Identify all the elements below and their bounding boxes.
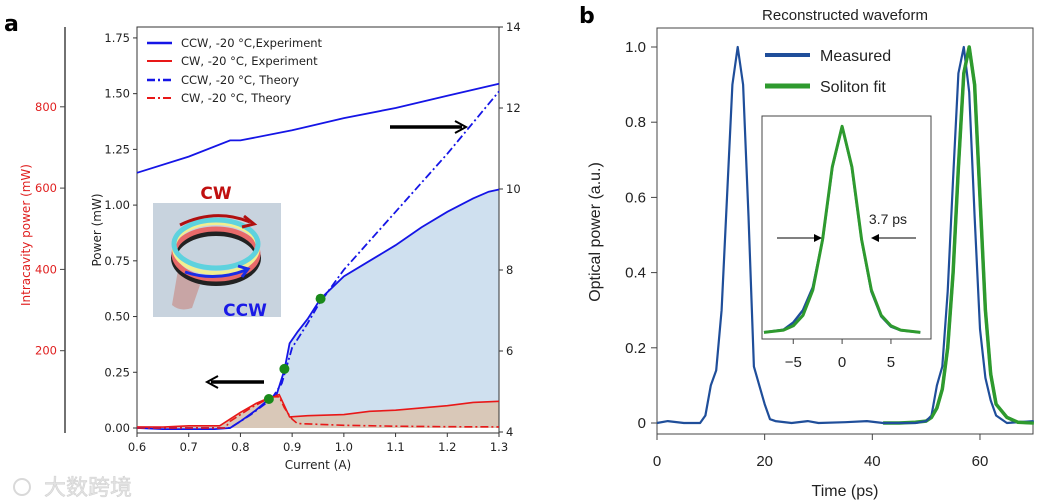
y-tick-label: 0 [638,415,646,432]
ccw-label: CCW [223,301,267,321]
plot-frame-b [656,27,1034,435]
y-tick-label: 1.00 [104,198,130,212]
series-line-soliton-fit-top [930,45,1034,425]
series-line-measured [656,45,1034,425]
legend-item: CCW, -20 °C, Theory [181,73,299,87]
y-tick-label: 0.2 [625,340,646,357]
y-tick-label: 1.50 [104,87,130,101]
x-axis-label-a: Current (A) [285,458,351,472]
x-tick-label: 0 [653,453,661,470]
x-tick-label: 60 [972,453,989,470]
y-tick-label: 1.75 [104,31,130,45]
intracavity-tick-label: 600 [35,181,57,195]
x-tick-label: 1.2 [438,440,456,454]
transition-marker [279,363,290,374]
fwhm-arrow-left-icon [871,234,916,242]
legend-b: Measured Soliton fit [765,48,891,96]
legend-item: CCW, -20 °C,Experiment [181,36,323,50]
cw-area-fill [137,394,499,428]
fwhm-arrow-right-icon [777,234,822,242]
y2-tick-label: 10 [506,182,521,196]
legend-item: Measured [820,48,891,65]
y-tick-label: 0.6 [625,189,646,206]
plot-frame-a [136,26,500,434]
x-tick-label: 40 [864,453,881,470]
y-tick-label: 0.75 [104,254,130,268]
watermark-logo: 大数跨境 [13,476,132,501]
y2-tick-label: 4 [506,425,513,439]
x-tick-label: 0.6 [128,440,146,454]
inset-frame [761,115,932,340]
y-tick-label: 1.0 [625,39,646,56]
intracavity-axis-label: Intracavity power (mW) [19,164,33,306]
intracavity-tick-label: 800 [35,100,57,114]
ccw-area-fill [137,189,499,428]
x-tick-label: 1.0 [335,440,353,454]
panel-label-a: a [4,12,19,37]
chart-title-b: Reconstructed waveform [762,7,928,24]
y-tick-label: 0.25 [104,365,130,379]
panel-a-chart: 0.6 0.7 0.8 0.9 1.0 1.1 1.2 1.3 0.00 0.25 0.50 0.75… [19,20,521,472]
y2-tick-label: 6 [506,344,513,358]
panel-label-b: b [579,4,595,29]
x-tick-label: 0.8 [231,440,249,454]
y2-tick-label: 14 [506,20,521,34]
y2-tick-label: 8 [506,263,513,277]
y-tick-label: 1.25 [104,142,130,156]
y-tick-label: 0.50 [104,310,130,324]
legend-a: CCW, -20 °C,Experiment CW, -20 °C, Exper… [147,36,323,105]
intracavity-tick-label: 200 [35,344,57,358]
intracavity-tick-label: 400 [35,262,57,276]
transition-marker [263,394,274,405]
arrow-right-icon [390,120,469,134]
fwhm-annotation: 3.7 ps [869,211,907,227]
transition-marker [315,293,326,304]
legend-item: Soliton fit [820,79,886,96]
inset-x-tick-label: 0 [838,354,846,371]
x-tick-label: 1.1 [386,440,404,454]
y-axis-label-b: Optical power (a.u.) [587,162,604,302]
watermark-text: 大数跨境 [44,476,132,501]
x-tick-label: 0.9 [283,440,301,454]
inset-chart: −5 0 5 3.7 ps [761,115,932,371]
legend-item: CW, -20 °C, Theory [181,91,291,105]
panel-b-chart: Reconstructed waveform 0 20 40 60 0 0.2 0.4 0.6… [587,7,1034,500]
x-tick-label: 20 [756,453,773,470]
y-tick-label: 0.00 [104,421,130,435]
series-line-ccw-20-c-theory [137,90,500,429]
series-line-cw-20-c-experiment [136,393,500,428]
inset-x-tick-label: −5 [785,354,802,371]
arrow-left-icon [204,375,264,389]
y-tick-label: 0.8 [625,114,646,131]
inset-series-soliton-fit [763,124,921,334]
x-tick-label: 0.7 [180,440,198,454]
series-line-ccw-intracavity [136,82,500,174]
cw-label: CW [200,184,231,204]
series-line-cw-20-c-theory [137,396,500,429]
y2-tick-label: 12 [506,101,521,115]
y-tick-label: 0.4 [625,265,646,282]
ring-resonator-illustration [153,203,281,317]
y-axis-label-a: Power (mW) [90,193,104,266]
legend-item: CW, -20 °C, Experiment [181,54,318,68]
x-tick-label: 1.3 [490,440,508,454]
x-axis-label-b: Time (ps) [812,483,879,500]
inset-x-tick-label: 5 [887,354,895,371]
